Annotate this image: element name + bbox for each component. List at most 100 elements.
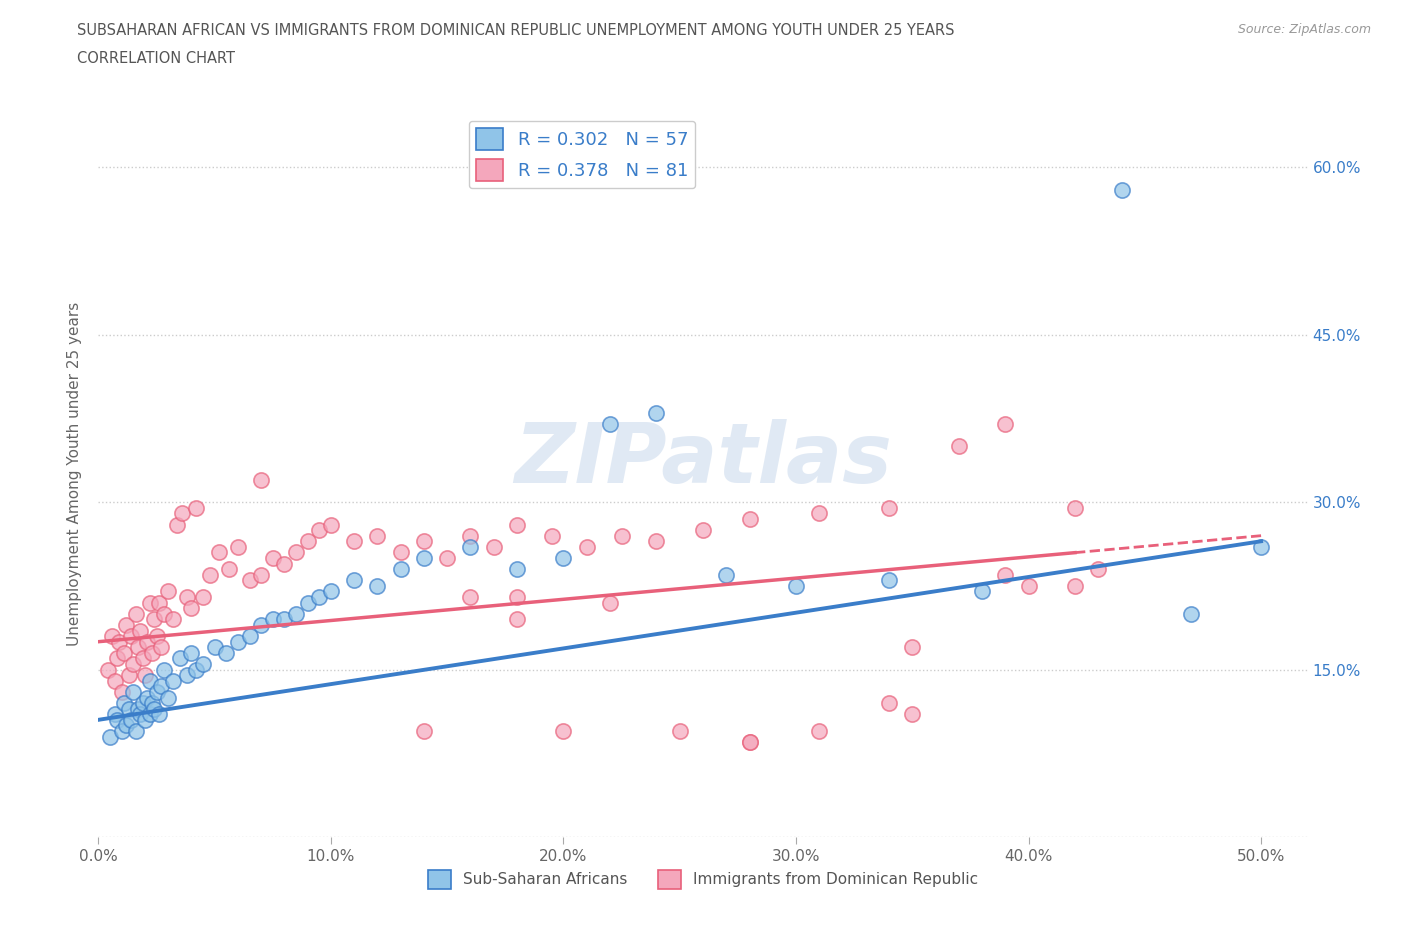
Point [273,612,295,627]
Text: CORRELATION CHART: CORRELATION CHART [77,51,235,66]
Point [124,724,146,738]
Point [124,606,146,621]
Point [460,590,482,604]
Point [436,551,458,565]
Point [1087,562,1109,577]
Point [1111,182,1133,197]
Point [148,707,170,722]
Point [112,645,135,660]
Point [115,718,138,733]
Point [575,539,598,554]
Point [389,562,412,577]
Point [152,606,174,621]
Point [150,640,173,655]
Point [150,679,173,694]
Point [115,618,138,632]
Point [129,707,152,722]
Text: SUBSAHARAN AFRICAN VS IMMIGRANTS FROM DOMINICAN REPUBLIC UNEMPLOYMENT AMONG YOUT: SUBSAHARAN AFRICAN VS IMMIGRANTS FROM DO… [77,23,955,38]
Point [105,712,128,727]
Point [250,567,273,582]
Point [104,673,127,688]
Point [120,712,142,727]
Point [1250,539,1272,554]
Point [262,612,284,627]
Point [127,640,149,655]
Point [1064,500,1087,515]
Point [285,545,308,560]
Point [134,712,156,727]
Point [180,645,202,660]
Point [122,657,145,671]
Point [180,601,202,616]
Point [98,729,121,744]
Point [105,651,128,666]
Point [118,701,141,716]
Point [143,612,166,627]
Point [239,573,262,588]
Point [152,662,174,677]
Point [208,545,231,560]
Point [162,612,184,627]
Point [112,696,135,711]
Point [366,528,388,543]
Point [645,405,668,420]
Point [134,668,156,683]
Point [145,629,167,644]
Point [136,634,159,649]
Point [506,590,529,604]
Point [901,640,924,655]
Point [460,539,482,554]
Point [599,595,621,610]
Point [553,551,575,565]
Point [506,612,529,627]
Point [308,590,330,604]
Point [204,640,226,655]
Point [948,439,970,454]
Point [122,684,145,699]
Point [157,690,180,705]
Point [157,584,180,599]
Point [143,701,166,716]
Point [191,657,214,671]
Point [285,606,308,621]
Point [738,735,761,750]
Point [319,517,342,532]
Point [610,528,633,543]
Point [297,595,319,610]
Point [138,595,160,610]
Point [262,551,284,565]
Point [127,701,149,716]
Point [131,696,153,711]
Point [553,724,575,738]
Point [108,634,131,649]
Point [218,562,240,577]
Point [1064,578,1087,593]
Point [901,707,924,722]
Point [599,417,621,432]
Point [120,629,142,644]
Point [343,573,366,588]
Point [138,673,160,688]
Point [191,590,214,604]
Point [413,551,436,565]
Point [1018,578,1040,593]
Point [645,534,668,549]
Point [1180,606,1202,621]
Point [104,707,127,722]
Point [482,539,505,554]
Point [141,645,163,660]
Point [148,595,170,610]
Point [297,534,319,549]
Point [239,629,262,644]
Point [273,556,295,571]
Point [413,724,436,738]
Point [111,684,134,699]
Point [692,523,714,538]
Point [366,578,388,593]
Point [738,735,761,750]
Point [413,534,436,549]
Point [506,562,529,577]
Point [994,567,1017,582]
Point [169,651,191,666]
Point [176,668,198,683]
